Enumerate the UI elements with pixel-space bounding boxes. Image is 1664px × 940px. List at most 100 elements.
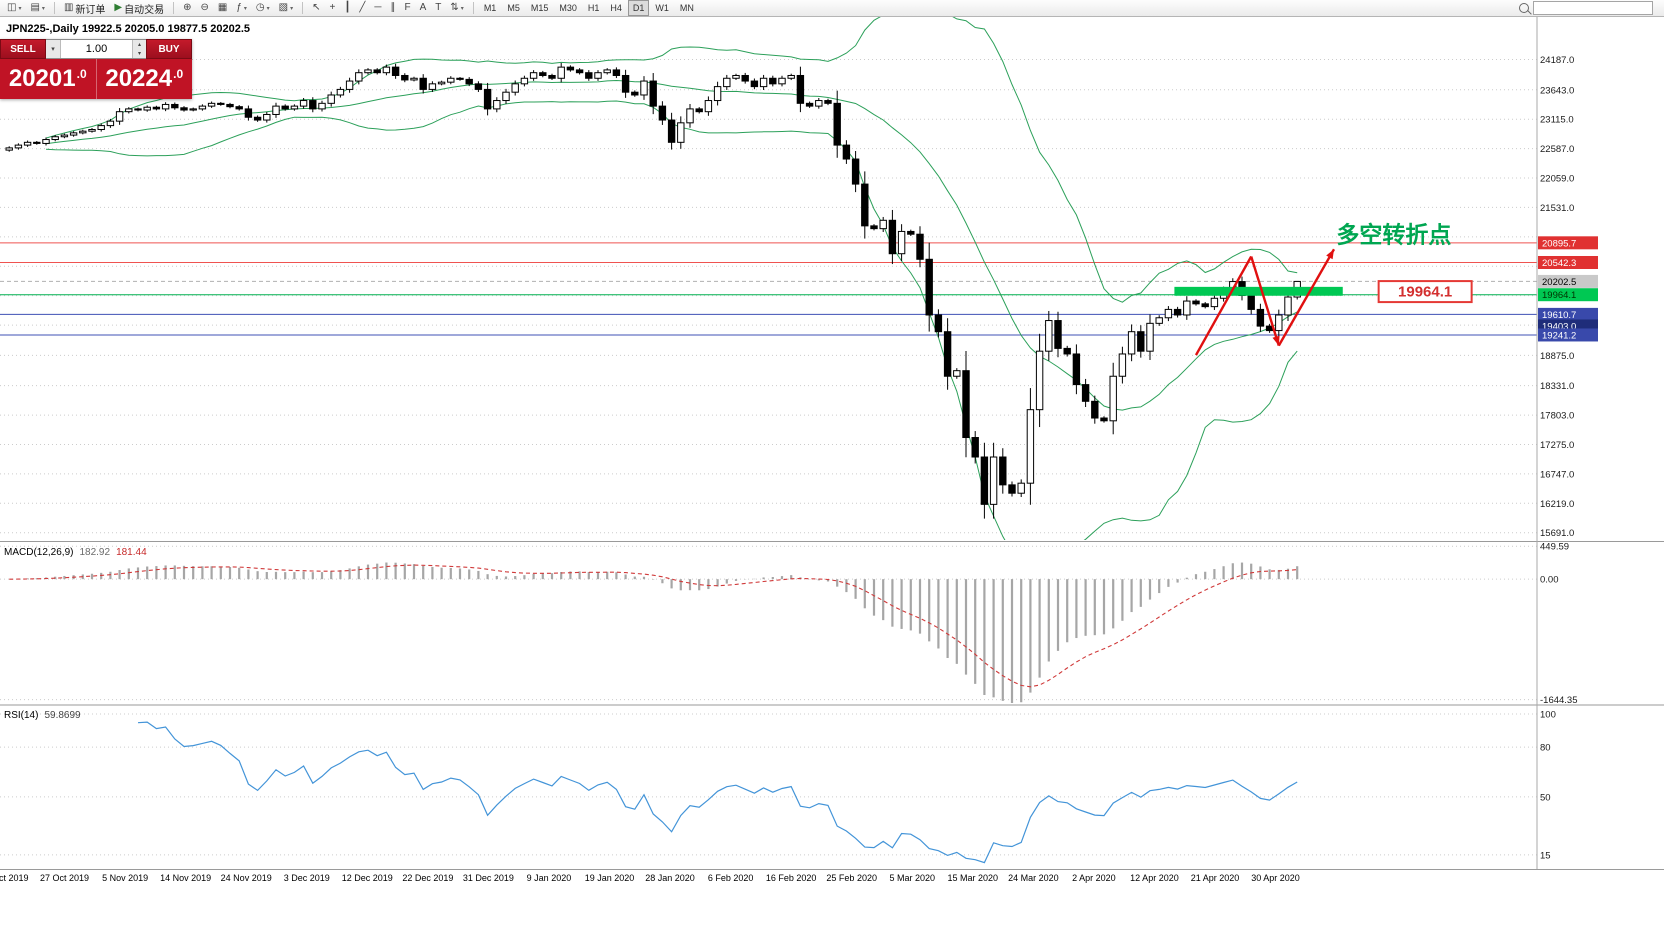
crosshair-button[interactable]: +: [326, 0, 340, 17]
toolbar-separator: [173, 2, 175, 14]
svg-text:24 Mar 2020: 24 Mar 2020: [1008, 873, 1059, 883]
svg-text:100: 100: [1540, 709, 1556, 720]
timeframe-h1[interactable]: H1: [587, 3, 600, 13]
arrows-button[interactable]: ⇅ ▾: [446, 0, 467, 17]
svg-text:19964.1: 19964.1: [1542, 290, 1576, 301]
text-button[interactable]: A: [416, 0, 431, 17]
text-label-icon: T: [435, 2, 442, 13]
timeframe-h4[interactable]: H4: [610, 3, 622, 13]
rsi-label: RSI(14) 59.8699: [4, 710, 81, 721]
svg-text:16219.0: 16219.0: [1540, 499, 1574, 510]
chevron-down-icon: ▾: [266, 5, 270, 12]
timeframe-m1[interactable]: M1: [483, 3, 497, 13]
search-input[interactable]: [1533, 1, 1653, 15]
svg-text:50: 50: [1540, 792, 1551, 803]
macd-histogram: [17, 562, 1299, 703]
zoom-in-button[interactable]: ⊕: [179, 0, 195, 17]
svg-text:19 Jan 2020: 19 Jan 2020: [585, 873, 635, 883]
chart-profiles-icon: ▤: [30, 2, 40, 13]
sell-price[interactable]: 20201.0: [0, 59, 97, 99]
svg-text:27 Oct 2019: 27 Oct 2019: [40, 873, 89, 883]
timeframe-mn[interactable]: MN: [679, 3, 694, 13]
turning-point-text[interactable]: 多空转折点: [1336, 222, 1451, 248]
price-callout-label[interactable]: 19964.1: [1377, 280, 1473, 304]
trend-arrows[interactable]: [1194, 248, 1336, 356]
chart-ohlc-values: 19922.5 20205.0 19877.5 20202.5: [81, 23, 251, 35]
svg-text:-1644.35: -1644.35: [1540, 695, 1578, 706]
svg-text:17275.0: 17275.0: [1540, 440, 1574, 451]
macd-signal-value: 181.44: [116, 547, 147, 558]
svg-text:9 Jan 2020: 9 Jan 2020: [527, 873, 572, 883]
horizontal-line-button[interactable]: ─: [370, 0, 385, 17]
buy-price-main: 20224: [105, 65, 173, 92]
svg-text:22 Dec 2019: 22 Dec 2019: [402, 873, 453, 883]
new-chart-icon: ◫: [7, 2, 17, 13]
timeframe-d1[interactable]: D1: [627, 0, 650, 16]
timeframe-m5[interactable]: M5: [507, 3, 520, 13]
svg-text:5 Nov 2019: 5 Nov 2019: [102, 873, 148, 883]
tile-windows-button[interactable]: ▦: [214, 0, 231, 17]
buy-price[interactable]: 20224.0: [97, 59, 193, 99]
one-click-trading-panel: SELL ▾ ▴▾ BUY 20201.0 20224.0: [0, 39, 192, 99]
rsi-name: RSI(14): [4, 710, 39, 721]
svg-text:31 Dec 2019: 31 Dec 2019: [463, 873, 514, 883]
svg-text:30 Apr 2020: 30 Apr 2020: [1251, 873, 1300, 883]
svg-text:19964.1: 19964.1: [1398, 284, 1452, 301]
svg-text:15691.0: 15691.0: [1540, 528, 1574, 539]
timeframe-m15[interactable]: M15: [530, 3, 549, 13]
zoom-out-icon: ⊖: [200, 2, 209, 13]
svg-text:22587.0: 22587.0: [1540, 144, 1574, 155]
rsi-line: [137, 721, 1298, 864]
zoom-out-button[interactable]: ⊖: [196, 0, 212, 17]
timeframe-w1[interactable]: W1: [655, 3, 669, 13]
svg-text:28 Jan 2020: 28 Jan 2020: [645, 873, 695, 883]
svg-text:17 Oct 2019: 17 Oct 2019: [0, 873, 29, 883]
volume-dropdown-icon[interactable]: ▾: [46, 40, 61, 58]
vertical-line-button[interactable]: ┃: [340, 0, 354, 17]
volume-input[interactable]: [61, 40, 132, 58]
periods-button[interactable]: ◷ ▾: [252, 0, 274, 17]
fibonacci-button[interactable]: F: [401, 0, 415, 17]
chart-symbol-period: JPN225-,Daily: [6, 23, 79, 35]
chart-profiles-button[interactable]: ▤ ▾: [26, 0, 48, 17]
svg-text:6 Feb 2020: 6 Feb 2020: [708, 873, 754, 883]
svg-text:17803.0: 17803.0: [1540, 411, 1574, 422]
chart-area[interactable]: 多空转折点 19964.1 24187.0 23643.0 23115.0 22587.0…: [0, 17, 1664, 940]
price-chart-canvas[interactable]: 多空转折点 19964.1 24187.0 23643.0 23115.0 22587.0…: [0, 17, 1664, 940]
price-axis: 24187.0 23643.0 23115.0 22587.0 22059.0 21531…: [1538, 55, 1598, 861]
text-label-button[interactable]: T: [431, 0, 445, 17]
chevron-down-icon: ▾: [460, 5, 464, 12]
svg-text:20202.5: 20202.5: [1542, 277, 1576, 288]
svg-text:15 Mar 2020: 15 Mar 2020: [948, 873, 999, 883]
svg-text:15: 15: [1540, 850, 1551, 861]
sell-button[interactable]: SELL: [0, 39, 46, 59]
svg-text:449.59: 449.59: [1540, 542, 1569, 553]
new-chart-button[interactable]: ◫ ▾: [3, 0, 25, 17]
stepper-down-icon[interactable]: ▾: [137, 50, 141, 57]
trendline-button[interactable]: ╱: [355, 0, 369, 17]
horizontal-line-icon: ─: [374, 2, 382, 13]
buy-button[interactable]: BUY: [146, 39, 192, 59]
svg-text:12 Apr 2020: 12 Apr 2020: [1130, 873, 1179, 883]
stepper-up-icon[interactable]: ▴: [137, 41, 141, 48]
axis-badge-20202.5: 20202.5: [1538, 274, 1598, 288]
volume-stepper[interactable]: ▴ ▾: [132, 40, 146, 58]
templates-button[interactable]: ▧ ▾: [275, 0, 297, 17]
svg-text:19241.2: 19241.2: [1542, 330, 1576, 341]
svg-text:21 Apr 2020: 21 Apr 2020: [1191, 873, 1240, 883]
support-zone-rect[interactable]: [1174, 286, 1343, 296]
svg-text:23643.0: 23643.0: [1540, 85, 1574, 96]
svg-text:18875.0: 18875.0: [1540, 351, 1574, 362]
timeframe-m30[interactable]: M30: [559, 3, 577, 13]
time-axis: 17 Oct 2019 27 Oct 2019 5 Nov 2019 14 Nov 2…: [0, 873, 1300, 883]
toolbar-separator: [53, 2, 55, 14]
new-order-button-label: 新订单: [75, 4, 106, 16]
autotrading-button[interactable]: ▶ 自动交易: [110, 0, 168, 17]
cursor-button[interactable]: ↖: [308, 0, 324, 17]
chevron-down-icon: ▾: [18, 5, 22, 12]
equidistant-channel-button[interactable]: ∥: [387, 0, 400, 17]
rsi-value: 59.8699: [44, 710, 81, 721]
buy-price-frac: .0: [173, 67, 184, 81]
indicators-button[interactable]: ƒ ▾: [232, 0, 251, 17]
new-order-button[interactable]: ▥ 新订单: [60, 0, 109, 17]
